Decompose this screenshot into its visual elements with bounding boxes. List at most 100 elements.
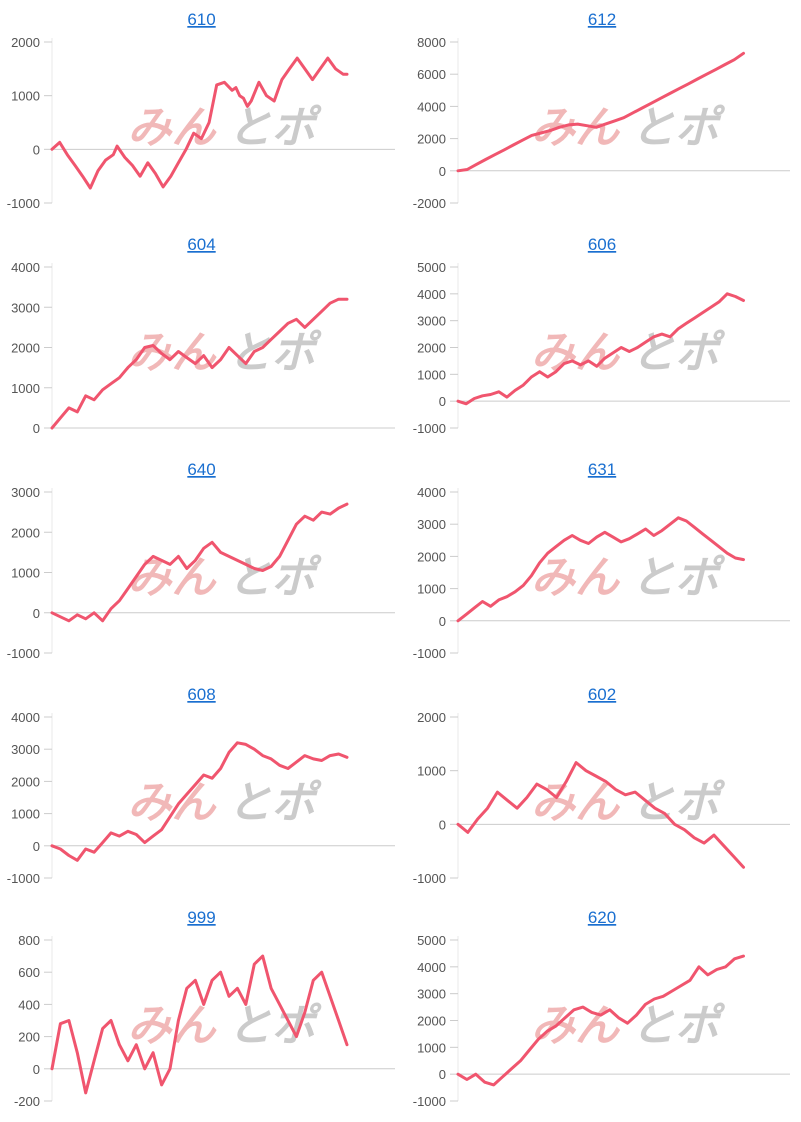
y-tick-label: -1000: [413, 1094, 446, 1109]
series-line: [50, 502, 349, 623]
y-tick-label: -1000: [413, 646, 446, 661]
svg-text:とポ: とポ: [631, 1001, 726, 1052]
y-tick-label: 1000: [417, 367, 446, 382]
chart-panel-999: 999 800 600 400 200 0 -200 みん とポ: [0, 898, 400, 1122]
svg-text:とポ: とポ: [227, 778, 322, 829]
y-tick-label: 0: [439, 164, 446, 179]
y-tick-label: 800: [18, 933, 40, 948]
y-tick-label: 0: [439, 817, 446, 832]
svg-text:とポ: とポ: [227, 103, 322, 154]
y-tick-label: 4000: [417, 960, 446, 975]
line-chart-620: 620 5000 4000 3000 2000 1000 0 -1000 みん とポ: [413, 908, 790, 1109]
chart-panel-608: 608 4000 3000 2000 1000 0 -1000 みん とポ: [0, 675, 400, 899]
watermark-logo: みん とポ: [127, 103, 322, 154]
series-line: [456, 761, 745, 869]
series-line: [456, 954, 745, 1087]
svg-text:みん: みん: [127, 1001, 217, 1052]
y-tick-label: 2000: [11, 525, 40, 540]
svg-text:みん: みん: [127, 103, 217, 154]
series-line: [50, 56, 349, 190]
chart-title-link[interactable]: 604: [187, 235, 215, 254]
chart-title-link[interactable]: 620: [588, 908, 616, 927]
y-tick-label: 2000: [417, 1014, 446, 1029]
y-tick-label: 4000: [11, 710, 40, 725]
y-tick-label: 2000: [11, 774, 40, 789]
y-tick-label: 3000: [11, 742, 40, 757]
y-tick-label: 0: [33, 142, 40, 157]
y-tick-label: 4000: [417, 99, 446, 114]
y-tick-label: 4000: [11, 260, 40, 275]
chart-title-link[interactable]: 999: [187, 908, 215, 927]
y-tick-label: 1000: [417, 1040, 446, 1055]
y-tick-label: 400: [18, 997, 40, 1012]
y-tick-label: 3000: [11, 485, 40, 500]
y-tick-label: 0: [33, 606, 40, 621]
series-line: [50, 297, 349, 430]
svg-text:とポ: とポ: [631, 778, 726, 829]
y-tick-label: 1000: [11, 381, 40, 396]
chart-title-link[interactable]: 610: [187, 10, 215, 29]
y-tick-label: 5000: [417, 933, 446, 948]
y-tick-label: -2000: [413, 196, 446, 211]
chart-panel-612: 612 8000 6000 4000 2000 0 -2000 みん とポ: [401, 0, 801, 224]
y-tick-label: 8000: [417, 35, 446, 50]
y-tick-label: 1000: [417, 582, 446, 597]
line-chart-608: 608 4000 3000 2000 1000 0 -1000 みん とポ: [7, 685, 395, 886]
chart-title-link[interactable]: 606: [588, 235, 616, 254]
chart-title-link[interactable]: 608: [187, 685, 215, 704]
y-tick-label: 2000: [417, 341, 446, 356]
y-tick-label: 1000: [417, 764, 446, 779]
watermark-logo: みん とポ: [531, 328, 726, 379]
y-tick-label: 1000: [11, 807, 40, 822]
chart-panel-631: 631 4000 3000 2000 1000 0 -1000 みん とポ: [401, 450, 801, 674]
chart-panel-602: 602 2000 1000 0 -1000 みん とポ: [401, 675, 801, 899]
watermark-logo: みん とポ: [127, 1001, 322, 1052]
line-chart-999: 999 800 600 400 200 0 -200 みん とポ: [14, 908, 395, 1109]
y-tick-label: 2000: [417, 710, 446, 725]
chart-panel-604: 604 4000 3000 2000 1000 0 みん とポ: [0, 225, 400, 449]
y-tick-label: -1000: [7, 646, 40, 661]
chart-panel-610: 610 2000 1000 0 -1000 みん とポ: [0, 0, 400, 224]
y-tick-label: -1000: [413, 871, 446, 886]
chart-title-link[interactable]: 640: [187, 460, 215, 479]
chart-title-link[interactable]: 631: [588, 460, 616, 479]
svg-text:とポ: とポ: [631, 103, 726, 154]
y-tick-label: 3000: [417, 987, 446, 1002]
y-tick-label: 0: [33, 1062, 40, 1077]
y-tick-label: 4000: [417, 287, 446, 302]
line-chart-612: 612 8000 6000 4000 2000 0 -2000 みん とポ: [413, 10, 790, 211]
watermark-logo: みん とポ: [531, 553, 726, 604]
y-tick-label: 3000: [417, 314, 446, 329]
series-line: [50, 954, 349, 1095]
series-line: [456, 292, 745, 406]
line-chart-610: 610 2000 1000 0 -1000 みん とポ: [7, 10, 395, 211]
series-line: [50, 741, 349, 862]
series-line: [456, 516, 745, 623]
y-tick-label: 6000: [417, 67, 446, 82]
chart-title-link[interactable]: 602: [588, 685, 616, 704]
watermark-logo: みん とポ: [531, 103, 726, 154]
watermark-logo: みん とポ: [127, 778, 322, 829]
chart-title-link[interactable]: 612: [588, 10, 616, 29]
svg-text:みん: みん: [531, 103, 621, 154]
y-tick-label: 600: [18, 965, 40, 980]
y-tick-label: 0: [439, 1067, 446, 1082]
svg-text:みん: みん: [531, 328, 621, 379]
line-chart-602: 602 2000 1000 0 -1000 みん とポ: [413, 685, 790, 886]
watermark-logo: みん とポ: [531, 778, 726, 829]
svg-text:とポ: とポ: [227, 1001, 322, 1052]
svg-text:みん: みん: [127, 778, 217, 829]
y-tick-label: 0: [33, 839, 40, 854]
y-tick-label: 1000: [11, 566, 40, 581]
chart-panel-620: 620 5000 4000 3000 2000 1000 0 -1000 みん とポ: [401, 898, 801, 1122]
y-tick-label: 0: [439, 394, 446, 409]
chart-panel-640: 640 3000 2000 1000 0 -1000 みん とポ: [0, 450, 400, 674]
svg-text:みん: みん: [531, 553, 621, 604]
y-tick-label: -1000: [7, 196, 40, 211]
watermark-logo: みん とポ: [531, 1001, 726, 1052]
watermark-logo: みん とポ: [127, 553, 322, 604]
y-tick-label: 0: [439, 614, 446, 629]
svg-text:とポ: とポ: [631, 553, 726, 604]
